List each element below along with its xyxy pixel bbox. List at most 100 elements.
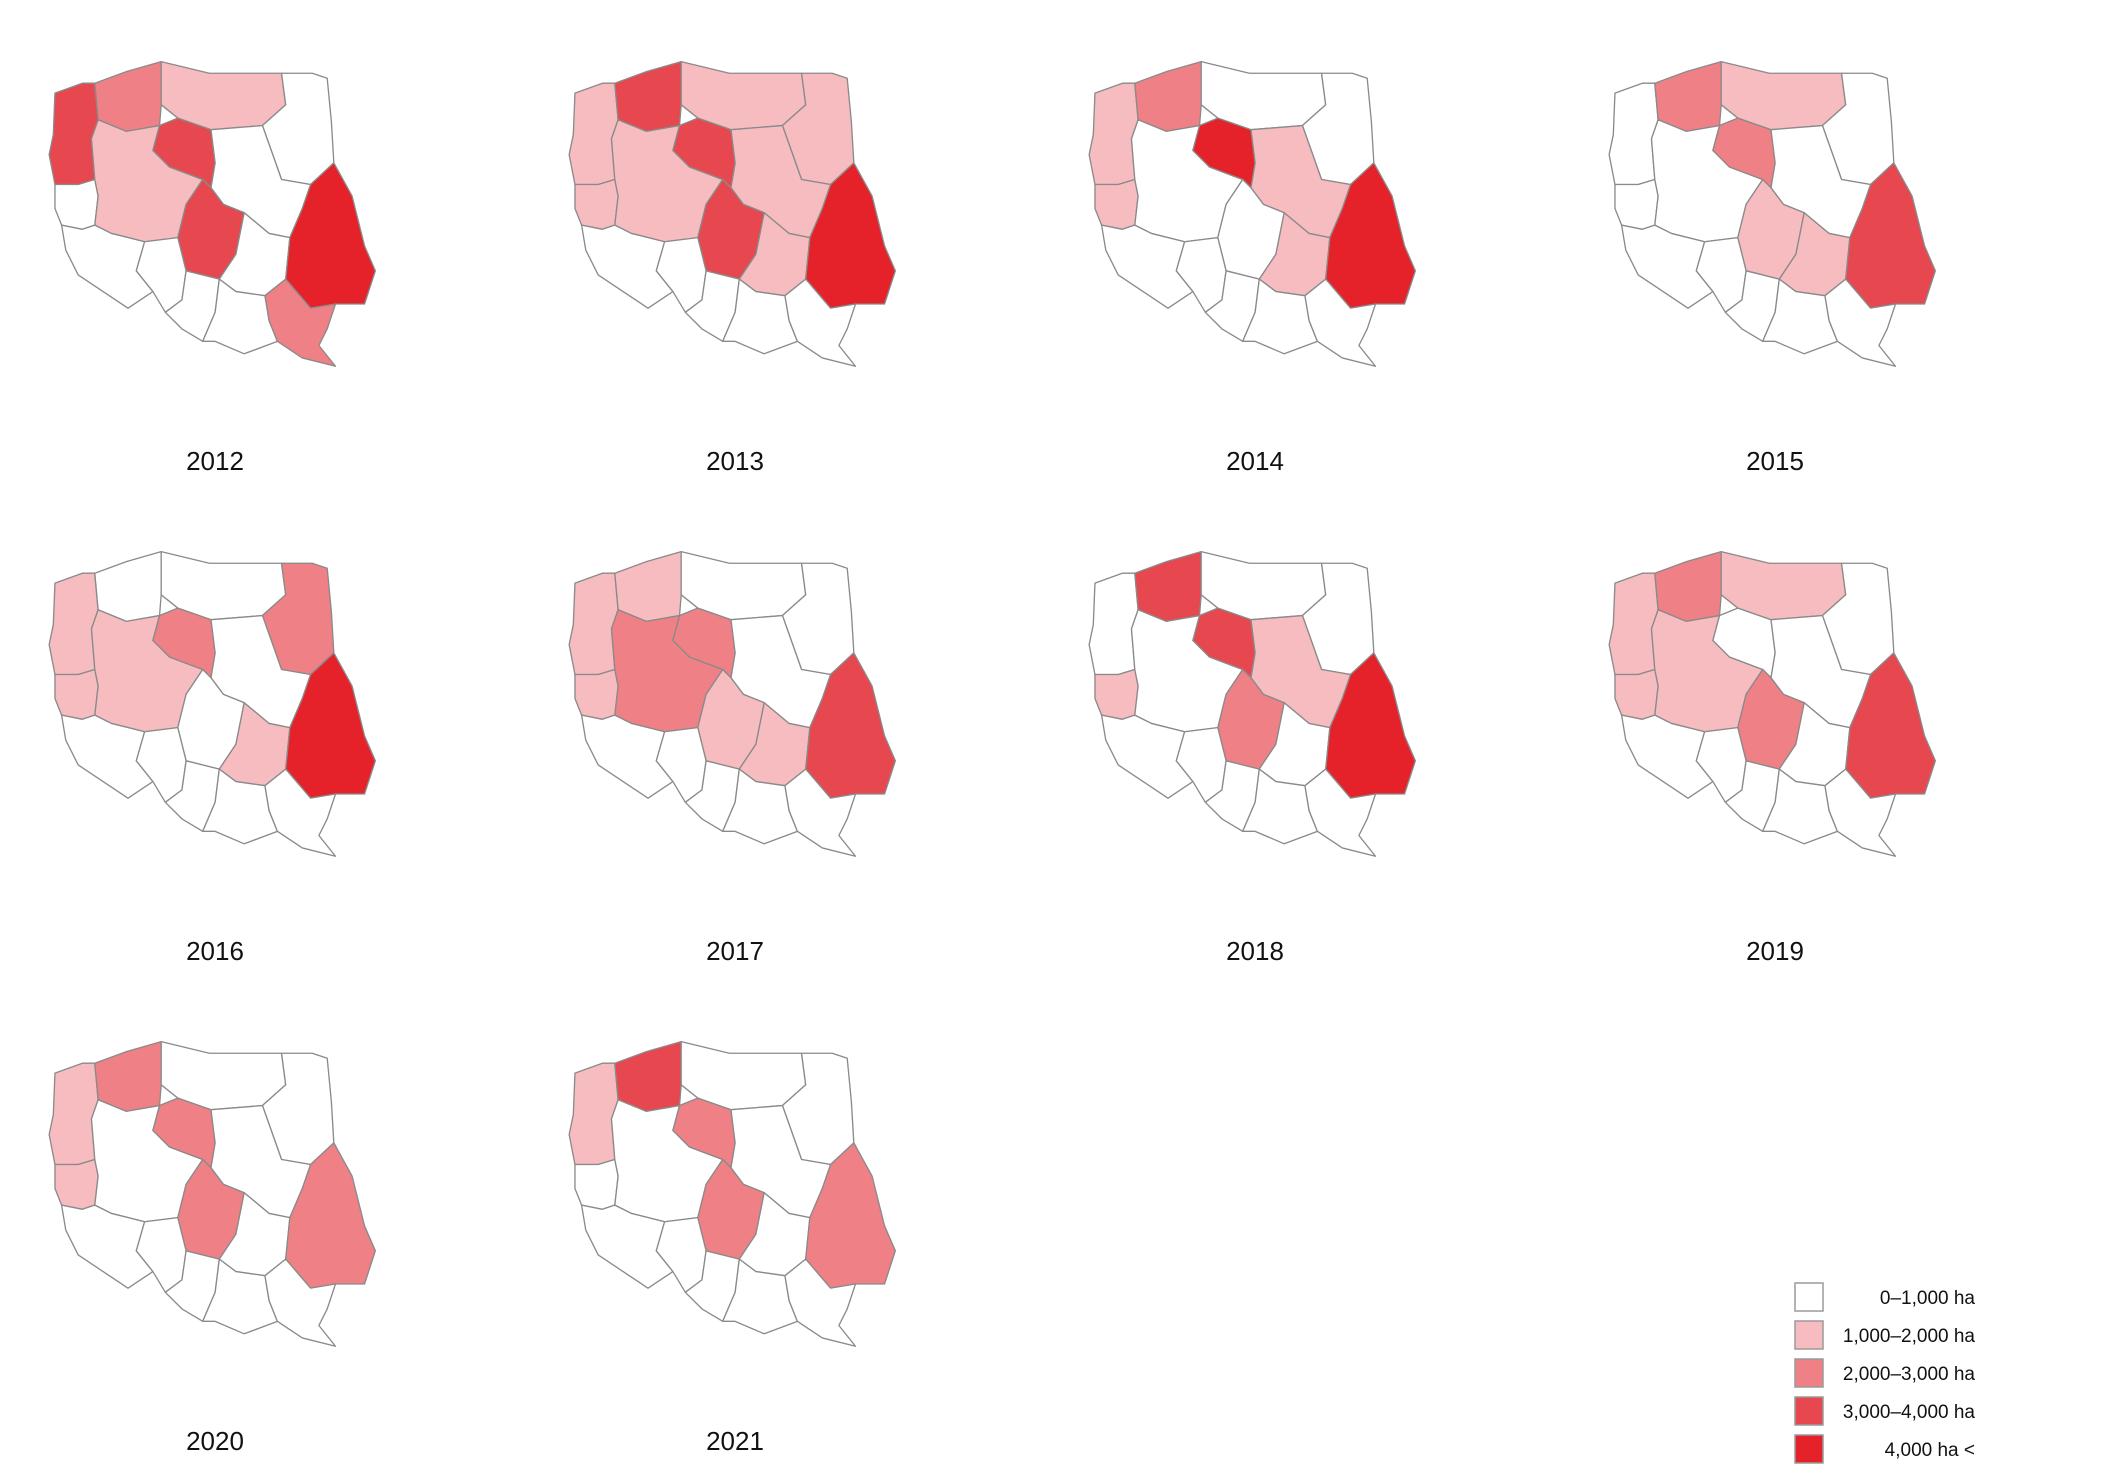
region-op <box>1695 726 1747 803</box>
region-pm <box>1134 60 1202 133</box>
legend-label: 0–1,000 ha <box>1880 1288 1976 1309</box>
map-year-label: 2019 <box>1746 936 1804 966</box>
region-zp <box>1608 572 1659 676</box>
region-zp <box>568 572 619 676</box>
region-pk <box>1304 768 1377 857</box>
map-2018 <box>1088 550 1417 857</box>
region-pk <box>264 768 337 857</box>
maps-grid: 2012 2013 2014 2015 2016 2017 2018 2019 2020 2021 <box>48 60 1937 1456</box>
region-pk <box>264 278 337 367</box>
region-op <box>135 236 187 313</box>
legend-label: 4,000 ha < <box>1885 1440 1975 1461</box>
region-mp <box>1762 278 1839 355</box>
region-lb <box>574 1158 619 1210</box>
map-2014 <box>1088 60 1417 367</box>
region-pm <box>1654 550 1722 623</box>
region-mp <box>722 768 799 845</box>
region-pm <box>94 550 162 623</box>
region-lb <box>1614 668 1659 720</box>
region-pm <box>614 1040 682 1113</box>
region-zp <box>1608 82 1659 186</box>
region-op <box>135 726 187 803</box>
region-lb <box>54 1158 99 1210</box>
region-lb <box>1094 668 1139 720</box>
region-zp <box>568 1062 619 1166</box>
region-lu <box>805 652 897 799</box>
map-year-label: 2014 <box>1226 446 1284 476</box>
region-lu <box>1845 162 1937 309</box>
region-pm <box>1134 550 1202 623</box>
region-pm <box>94 1040 162 1113</box>
region-op <box>1695 236 1747 313</box>
region-op <box>655 726 707 803</box>
region-mp <box>202 1258 279 1335</box>
region-pk <box>784 278 857 367</box>
map-year-label: 2012 <box>186 446 244 476</box>
legend-label: 3,000–4,000 ha <box>1843 1402 1976 1423</box>
region-mp <box>722 1258 799 1335</box>
map-year-label: 2017 <box>706 936 764 966</box>
map-2021 <box>568 1040 897 1347</box>
region-mp <box>1242 768 1319 845</box>
region-lb <box>1614 178 1659 230</box>
legend-swatch <box>1794 1396 1824 1426</box>
region-lu <box>285 1142 377 1289</box>
region-lb <box>54 178 99 230</box>
legend-swatch <box>1794 1434 1824 1464</box>
region-zp <box>48 82 99 186</box>
region-pm <box>614 60 682 133</box>
region-lu <box>805 162 897 309</box>
legend-swatch <box>1794 1320 1824 1350</box>
region-pm <box>1654 60 1722 133</box>
region-mp <box>202 278 279 355</box>
map-2012 <box>48 60 377 367</box>
legend-label: 2,000–3,000 ha <box>1843 1364 1976 1385</box>
region-pk <box>264 1258 337 1347</box>
region-pm <box>94 60 162 133</box>
region-lb <box>54 668 99 720</box>
region-op <box>655 236 707 313</box>
region-pk <box>784 1258 857 1347</box>
legend-label: 1,000–2,000 ha <box>1843 1326 1976 1347</box>
region-pm <box>614 550 682 623</box>
region-mp <box>1762 768 1839 845</box>
map-2015 <box>1608 60 1937 367</box>
legend-swatch <box>1794 1358 1824 1388</box>
region-op <box>1175 236 1227 313</box>
map-2017 <box>568 550 897 857</box>
map-year-label: 2021 <box>706 1426 764 1456</box>
map-year-label: 2018 <box>1226 936 1284 966</box>
region-lb <box>1094 178 1139 230</box>
region-lu <box>1845 652 1937 799</box>
region-op <box>135 1216 187 1293</box>
map-2013 <box>568 60 897 367</box>
region-pk <box>1824 768 1897 857</box>
map-year-label: 2013 <box>706 446 764 476</box>
region-op <box>655 1216 707 1293</box>
legend: 0–1,000 ha 1,000–2,000 ha 2,000–3,000 ha 3,… <box>1794 1282 1976 1464</box>
map-2020 <box>48 1040 377 1347</box>
region-mp <box>1242 278 1319 355</box>
map-year-label: 2015 <box>1746 446 1804 476</box>
region-mp <box>722 278 799 355</box>
legend-swatch <box>1794 1282 1824 1312</box>
region-pk <box>1304 278 1377 367</box>
region-lu <box>1325 652 1417 799</box>
map-year-label: 2016 <box>186 936 244 966</box>
region-pk <box>784 768 857 857</box>
map-2019 <box>1608 550 1937 857</box>
region-lu <box>285 162 377 309</box>
map-2016 <box>48 550 377 857</box>
region-zp <box>48 572 99 676</box>
region-lu <box>805 1142 897 1289</box>
region-lu <box>1325 162 1417 309</box>
region-zp <box>1088 82 1139 186</box>
region-op <box>1175 726 1227 803</box>
region-zp <box>568 82 619 186</box>
region-lb <box>574 178 619 230</box>
region-mp <box>202 768 279 845</box>
region-lu <box>285 652 377 799</box>
region-zp <box>48 1062 99 1166</box>
region-zp <box>1088 572 1139 676</box>
